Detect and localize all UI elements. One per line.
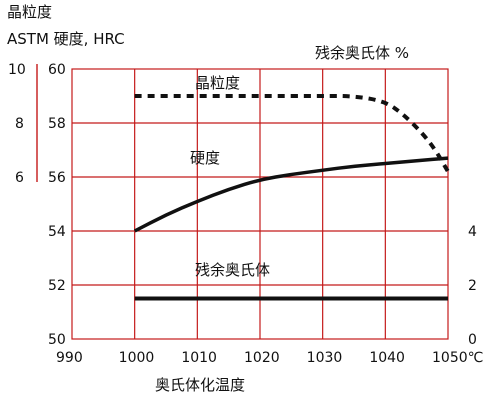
x-tick-label: 1030 [307, 350, 343, 366]
hrc-tick-label: 50 [48, 332, 66, 348]
left-axis-header-label: ASTM 硬度, HRC [7, 30, 125, 48]
x-tick-label: 1020 [244, 350, 280, 366]
astm-tick-label: 10 [8, 62, 26, 78]
retained-austenite-header-label: 残余奥氏体 % [315, 44, 409, 62]
x-tick-label: 1040 [369, 350, 405, 366]
grain-size-series-line [134, 93, 450, 173]
hrc-tick-label: 52 [48, 278, 66, 294]
hrc-tick-label: 60 [48, 62, 66, 78]
x-axis-title: 奥氏体化温度 [155, 376, 245, 394]
retained-austenite-series-label: 残余奥氏体 [195, 261, 270, 279]
retained-tick-label: 4 [468, 224, 477, 240]
x-tick-label: 1010 [181, 350, 217, 366]
retained-tick-label: 0 [468, 332, 477, 348]
hrc-tick-label: 56 [48, 170, 66, 186]
astm-tick-label: 8 [15, 116, 24, 132]
x-axis-ticks: 990 1000 1010 1020 1030 1040 1050℃ [56, 350, 483, 366]
grain-size-header-label: 晶粒度 [7, 3, 52, 21]
retained-tick-label: 2 [468, 278, 477, 294]
retained-austenite-axis-ticks: 0 2 4 [468, 224, 477, 348]
astm-tick-label: 6 [15, 170, 24, 186]
x-tick-label: 1000 [119, 350, 155, 366]
hardness-series-line [133, 156, 449, 233]
x-tick-label: 1050℃ [432, 350, 483, 366]
grain-size-series-label: 晶粒度 [195, 74, 240, 92]
x-tick-label: 990 [56, 350, 83, 366]
grid [71, 68, 449, 340]
hardness-series-label: 硬度 [190, 149, 220, 167]
astm-axis-ticks: 6 8 10 [8, 62, 26, 186]
hrc-tick-label: 58 [48, 116, 66, 132]
hrc-axis-ticks: 50 52 54 56 58 60 [48, 62, 66, 348]
hrc-tick-label: 54 [48, 224, 66, 240]
